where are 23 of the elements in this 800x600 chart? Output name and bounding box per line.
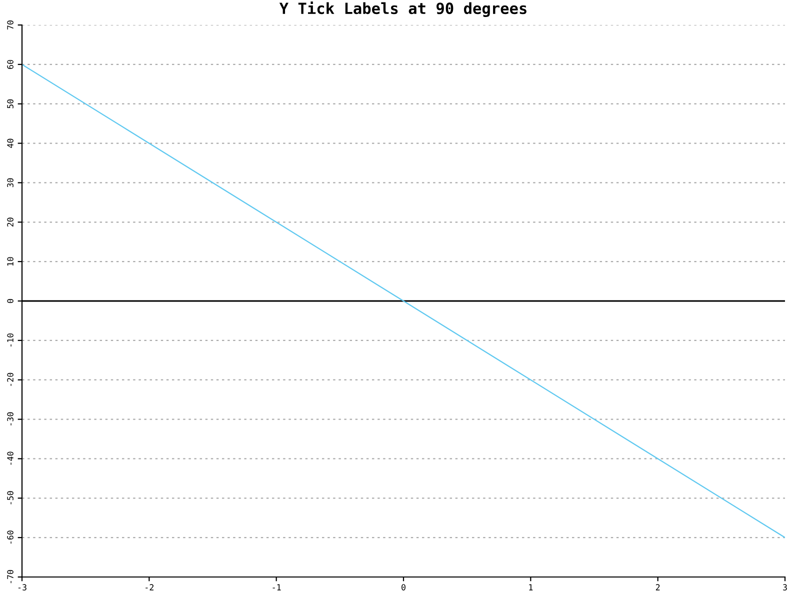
y-tick-label: 0	[7, 299, 14, 303]
y-tick-label: 70	[7, 20, 14, 30]
x-tick-label: -3	[18, 584, 26, 590]
y-tick-label: 10	[7, 257, 14, 266]
x-tick-label: 3	[783, 584, 787, 590]
y-tick-label: -50	[7, 491, 14, 504]
x-tick-label: 1	[529, 584, 533, 590]
y-tick-label: -20	[7, 372, 14, 386]
y-tick-label: -60	[7, 530, 14, 544]
x-tick-label: -2	[146, 584, 154, 590]
y-tick-label: 60	[7, 60, 14, 69]
y-tick-label: -40	[7, 452, 14, 465]
x-tick-label: 0	[402, 584, 406, 590]
y-tick-label: -30	[7, 412, 14, 426]
y-tick-label: 50	[7, 99, 14, 108]
y-tick-label: -70	[7, 570, 14, 584]
y-tick-label: 30	[7, 178, 14, 188]
y-tick-label: -10	[7, 333, 14, 347]
x-tick-label: -1	[272, 584, 281, 590]
y-tick-label: 20	[7, 218, 14, 227]
y-tick-label: 40	[7, 138, 14, 148]
chart-title: Y Tick Labels at 90 degrees	[279, 1, 526, 18]
x-tick-label: 2	[656, 584, 660, 590]
